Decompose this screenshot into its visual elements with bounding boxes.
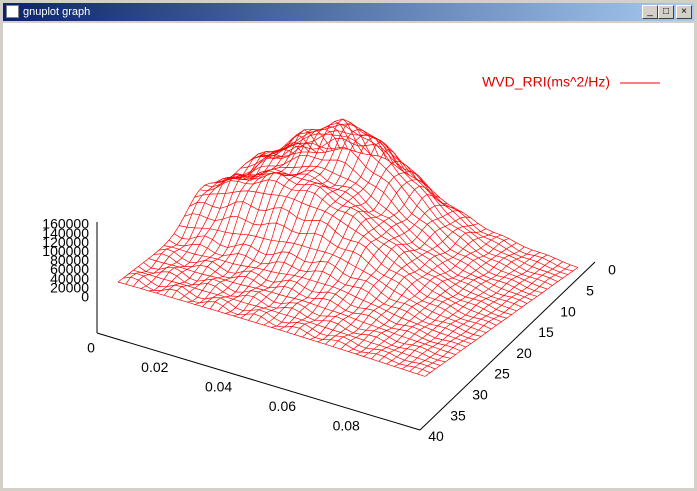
app-icon	[6, 5, 19, 18]
mesh-line	[168, 239, 477, 341]
x-tick-label: 0.08	[333, 418, 360, 434]
window-title: gnuplot graph	[23, 6, 91, 18]
z-tick-label: 140000	[42, 225, 89, 241]
mesh-line	[128, 272, 436, 370]
mesh-line	[153, 253, 461, 352]
y-tick-label: 5	[586, 283, 594, 299]
mesh-line	[250, 118, 558, 283]
z-tick-label: 20000	[50, 279, 89, 295]
mesh-line	[133, 269, 441, 366]
mesh-line	[143, 262, 451, 359]
mesh-line	[189, 201, 497, 326]
mesh-line	[148, 144, 302, 292]
mesh-line	[179, 225, 487, 334]
mesh-line	[235, 142, 543, 294]
mesh-line	[230, 154, 538, 297]
x-tick-label: 0.04	[205, 379, 232, 395]
close-button[interactable]: ×	[676, 5, 692, 19]
mesh-line	[219, 168, 528, 304]
mesh-line	[424, 267, 579, 377]
y-tick-label: 10	[560, 303, 576, 319]
mesh-line	[204, 172, 512, 315]
mesh-line	[199, 179, 507, 319]
mesh-line	[148, 258, 456, 355]
legend-label: WVD_RRI(ms^2/Hz)	[482, 74, 610, 90]
y-tick-label: 25	[494, 366, 510, 382]
x-tick-label: 0.02	[141, 359, 168, 375]
y-tick-label: 20	[516, 345, 532, 361]
maximize-button[interactable]: □	[658, 5, 674, 19]
mesh-line	[255, 123, 563, 279]
surface-mesh	[117, 118, 579, 377]
mesh-line	[194, 190, 502, 323]
axes	[96, 222, 596, 431]
y-axis	[419, 261, 596, 431]
mesh-line	[217, 122, 372, 312]
mesh-line	[240, 133, 548, 290]
mesh-line	[140, 149, 295, 289]
mesh-line	[224, 165, 533, 301]
mesh-line	[202, 120, 356, 307]
mesh-line	[265, 137, 573, 272]
mesh-line	[260, 130, 568, 275]
z-tick-label: 80000	[50, 252, 89, 268]
x-tick-label: 0.06	[269, 398, 296, 414]
y-tick-label: 30	[472, 387, 488, 403]
plot: WVD_RRI(ms^2/Hz) 16000014000012000010000…	[42, 74, 660, 444]
mesh-line	[125, 153, 279, 285]
mesh-line	[184, 213, 492, 330]
z-tick-label: 0	[81, 289, 89, 305]
y-tick-label: 0	[608, 262, 616, 278]
mesh-line	[158, 248, 466, 348]
x-tick-label: 0	[87, 340, 95, 356]
x-axis	[96, 332, 421, 431]
mesh-line	[173, 233, 482, 337]
y-tick-label: 15	[538, 324, 554, 340]
mesh-line	[123, 276, 431, 374]
plot-area: WVD_RRI(ms^2/Hz) 160000 140000 120000 10000…	[3, 23, 694, 488]
y-tick-label: 40	[428, 428, 444, 444]
mesh-line	[233, 134, 387, 317]
mesh-line	[163, 245, 472, 344]
minimize-button[interactable]: _	[642, 5, 658, 19]
z-tick-label: 60000	[50, 261, 89, 277]
title-bar: gnuplot graph _ □ ×	[3, 3, 694, 21]
mesh-line	[417, 264, 571, 375]
z-tick-label: 160000	[42, 216, 89, 232]
z-tick-label: 120000	[42, 234, 89, 250]
z-tick-label: 100000	[42, 243, 89, 259]
mesh-line	[270, 148, 579, 268]
z-tick-label: 40000	[50, 270, 89, 286]
y-tick-label: 35	[450, 407, 466, 423]
mesh-line	[245, 122, 553, 286]
mesh-line	[138, 266, 446, 363]
mesh-line	[117, 281, 426, 377]
